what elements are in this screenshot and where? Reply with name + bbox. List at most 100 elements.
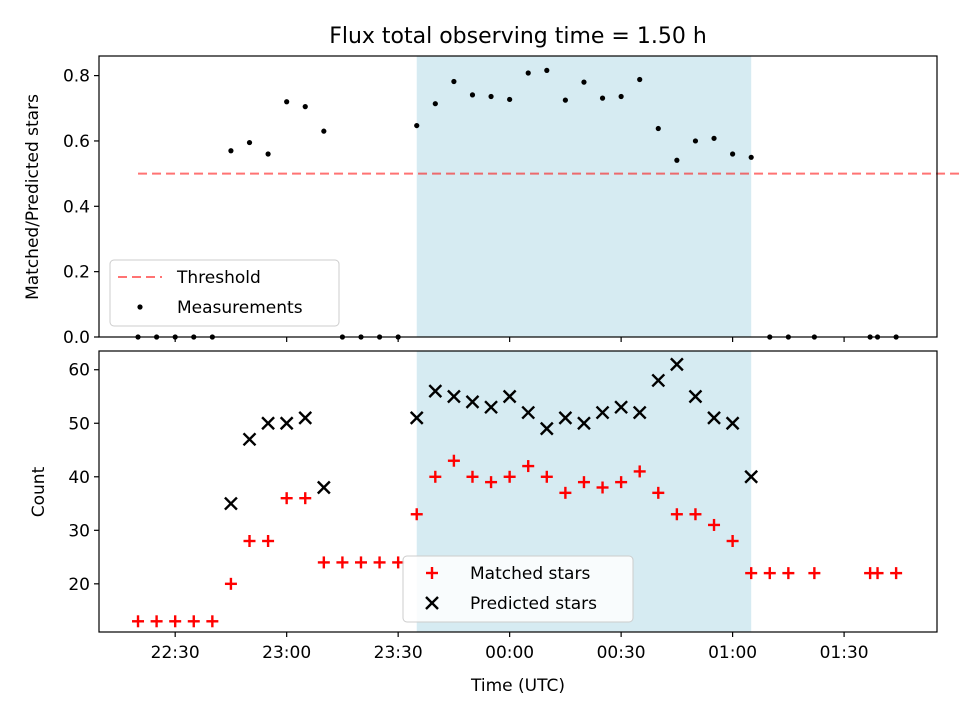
matched-star-point bbox=[354, 556, 367, 569]
x-tick-label: 01:30 bbox=[820, 643, 869, 663]
measurement-point bbox=[730, 151, 736, 157]
predicted-star-point bbox=[298, 411, 313, 425]
matched-star-point bbox=[763, 567, 776, 580]
predicted-star-point bbox=[725, 416, 740, 431]
legend-predicted-swatch bbox=[425, 596, 439, 610]
measurement-point bbox=[265, 151, 271, 157]
matched-star-point bbox=[447, 454, 460, 467]
matched-star-point bbox=[596, 481, 609, 494]
matched-stars-points bbox=[132, 454, 903, 628]
count-legend-box bbox=[402, 555, 634, 623]
legend-threshold-label: Threshold bbox=[176, 268, 261, 288]
predicted-star-point bbox=[707, 411, 721, 425]
predicted-star-point bbox=[558, 411, 573, 425]
predicted-star-point bbox=[688, 389, 703, 404]
matched-star-point bbox=[503, 470, 516, 483]
matched-star-point bbox=[559, 486, 572, 499]
count-y-tick-label: 30 bbox=[68, 521, 90, 541]
matched-star-point bbox=[336, 556, 349, 569]
count-axes-frame bbox=[98, 350, 938, 633]
measurement-point bbox=[284, 99, 290, 105]
measurement-point bbox=[507, 96, 513, 103]
ratio-y-tick-label: 0.0 bbox=[63, 328, 90, 348]
predicted-star-point bbox=[409, 411, 424, 425]
observing-window-shade bbox=[416, 56, 752, 337]
matched-star-point bbox=[262, 535, 275, 548]
predicted-star-point bbox=[670, 357, 684, 372]
matched-star-point bbox=[689, 508, 702, 521]
measurement-point bbox=[302, 104, 308, 110]
matched-star-point bbox=[871, 567, 884, 580]
matched-star-point bbox=[206, 615, 219, 628]
predicted-star-point bbox=[614, 400, 628, 415]
measurement-point bbox=[228, 148, 234, 154]
legend-matched-label: Matched stars bbox=[470, 564, 590, 584]
measurement-point bbox=[469, 92, 476, 98]
matched-star-point bbox=[224, 577, 237, 590]
matched-star-point bbox=[187, 615, 200, 628]
count-y-tick-label: 50 bbox=[68, 414, 90, 434]
count-y-tick-label: 60 bbox=[68, 361, 90, 381]
matched-star-point bbox=[782, 567, 795, 580]
measurement-point bbox=[321, 128, 327, 134]
measurement-point bbox=[655, 125, 661, 132]
predicted-star-point bbox=[224, 496, 238, 511]
measurement-point bbox=[748, 154, 754, 160]
count-x-ticks: 22:30 23:00 23:30 00:00 00:30 01:00 01:30 bbox=[151, 632, 869, 663]
ratio-y-tick-label: 0.8 bbox=[63, 67, 90, 87]
matched-star-point bbox=[429, 470, 442, 483]
measurement-point bbox=[414, 122, 420, 129]
ratio-y-label: Matched/Predicted stars bbox=[23, 94, 43, 300]
matched-star-point bbox=[670, 508, 683, 521]
matched-star-point bbox=[633, 465, 646, 478]
ratio-y-ticks: 0.0 0.2 0.4 0.6 0.8 bbox=[63, 67, 99, 348]
x-tick-label: 01:00 bbox=[708, 643, 757, 663]
matched-star-point bbox=[745, 567, 758, 580]
measurement-point bbox=[451, 78, 457, 85]
matched-star-point bbox=[373, 556, 386, 569]
matched-star-point bbox=[522, 460, 535, 473]
predicted-star-point bbox=[242, 432, 257, 447]
x-axis-label: Time (UTC) bbox=[470, 676, 565, 696]
measurement-point bbox=[488, 93, 494, 100]
measurement-point bbox=[599, 95, 606, 101]
x-tick-label: 00:30 bbox=[597, 643, 646, 663]
ratio-x-ticks bbox=[174, 337, 845, 342]
measurement-point bbox=[562, 97, 568, 103]
matched-star-point bbox=[726, 535, 739, 548]
predicted-star-point bbox=[539, 421, 554, 436]
chart-title: Flux total observing time = 1.50 h bbox=[329, 24, 707, 49]
ratio-y-tick-label: 0.6 bbox=[63, 132, 90, 152]
ratio-legend: Threshold Measurements bbox=[109, 259, 340, 327]
predicted-star-point bbox=[428, 384, 443, 398]
measurement-point bbox=[692, 138, 699, 144]
ratio-legend-box bbox=[109, 259, 340, 327]
matched-star-point bbox=[577, 476, 590, 489]
measurement-point bbox=[581, 79, 587, 85]
matched-star-point bbox=[299, 492, 312, 505]
legend-predicted-label: Predicted stars bbox=[470, 594, 597, 614]
measurement-point bbox=[525, 70, 531, 76]
ratio-axes-frame bbox=[98, 55, 938, 338]
matched-star-point bbox=[150, 615, 163, 628]
legend-measurement-label: Measurements bbox=[177, 298, 303, 318]
predicted-star-point bbox=[595, 405, 610, 420]
measurement-point bbox=[637, 76, 643, 83]
measurement-point bbox=[618, 93, 624, 100]
legend-measurement-swatch bbox=[137, 304, 143, 310]
x-tick-label: 23:30 bbox=[374, 643, 423, 663]
matched-star-point bbox=[317, 556, 330, 569]
predicted-star-point bbox=[744, 469, 759, 484]
predicted-star-point bbox=[484, 400, 498, 415]
matched-star-point bbox=[485, 476, 498, 489]
matched-star-point bbox=[243, 535, 256, 548]
legend-matched-swatch bbox=[426, 567, 438, 579]
matched-star-point bbox=[652, 486, 665, 499]
matched-star-point bbox=[890, 567, 903, 580]
matched-star-point bbox=[410, 508, 423, 521]
measurement-point bbox=[246, 139, 253, 146]
measurement-point bbox=[711, 135, 717, 141]
matched-star-point bbox=[169, 615, 182, 628]
count-legend: Matched stars Predicted stars bbox=[402, 555, 634, 623]
matched-star-point bbox=[132, 615, 145, 628]
